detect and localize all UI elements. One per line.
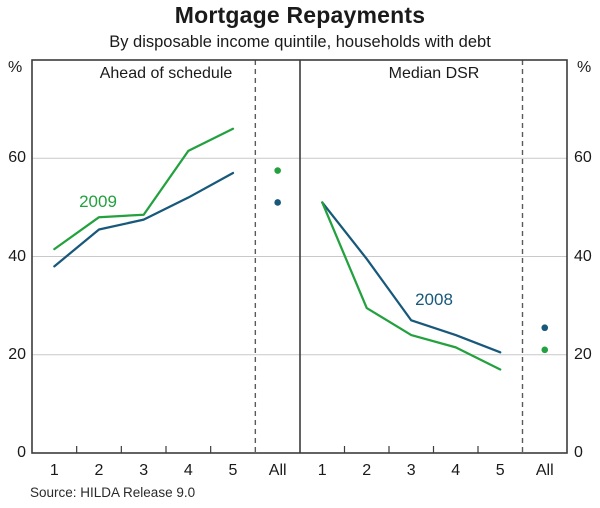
x-axis-label-left-3: 3 xyxy=(139,462,149,479)
panel-title-ahead-of-schedule: Ahead of schedule xyxy=(99,65,233,82)
x-axis-label-right-4: 4 xyxy=(451,462,461,479)
y-axis-unit-label-left: % xyxy=(8,59,23,76)
y-axis-label-right-0: 0 xyxy=(574,444,583,461)
all-dot-2008-right xyxy=(541,324,549,332)
x-axis-label-right-5: 5 xyxy=(495,462,505,479)
x-axis-label-right-3: 3 xyxy=(406,462,416,479)
series-line-2009-right xyxy=(321,201,502,371)
y-axis-label-right-20: 20 xyxy=(574,345,592,363)
series-label-2009: 2009 xyxy=(79,192,117,211)
y-axis-label-left-40: 40 xyxy=(8,247,26,265)
x-axis-label-right-1: 1 xyxy=(317,462,327,479)
series-line-2008-right xyxy=(321,201,502,354)
series-line-2008-left xyxy=(53,171,235,268)
y-axis-label-left-20: 20 xyxy=(8,345,26,363)
x-axis-label-right-2: 2 xyxy=(362,462,372,479)
panel-title-median-dsr: Median DSR xyxy=(388,65,480,82)
chart-title: Mortgage Repayments xyxy=(174,2,426,28)
y-axis-label-left-60: 60 xyxy=(8,149,26,167)
y-axis-unit-label-right: % xyxy=(577,59,592,76)
y-axis-label-right-60: 60 xyxy=(574,149,592,167)
x-axis-label-left-2: 2 xyxy=(94,462,104,479)
y-axis-label-left-0: 0 xyxy=(17,444,26,461)
x-axis-label-left-All: All xyxy=(268,462,287,479)
y-axis-label-right-40: 40 xyxy=(574,247,592,265)
series-label-2008: 2008 xyxy=(415,290,453,309)
x-axis-label-right-All: All xyxy=(535,462,554,479)
chart-subtitle: By disposable income quintile, household… xyxy=(109,33,491,51)
x-axis-label-left-1: 1 xyxy=(49,462,59,479)
x-axis-label-left-5: 5 xyxy=(228,462,238,479)
all-dot-2008-left xyxy=(274,199,281,206)
all-dot-2009-left xyxy=(274,167,281,174)
series-line-2009-left xyxy=(53,127,235,251)
all-dot-2009-right xyxy=(541,346,549,354)
x-axis-label-left-4: 4 xyxy=(183,462,193,479)
source-note: Source: HILDA Release 9.0 xyxy=(30,485,196,500)
